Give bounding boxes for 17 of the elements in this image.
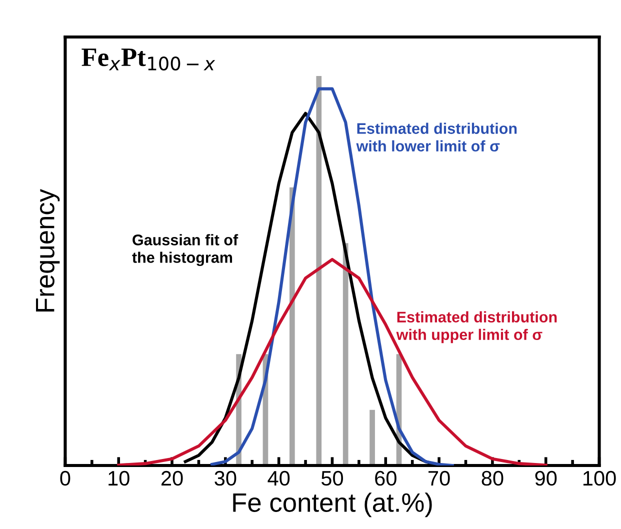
x-tick-label: 50	[321, 470, 344, 486]
x-tick-label: 0	[60, 470, 70, 486]
x-tick-label: 100	[583, 470, 616, 486]
series-label: Estimated distribution with upper limit of σ	[396, 311, 557, 344]
series-label: Gaussian fit of the histogram	[132, 234, 238, 266]
x-tick-label: 30	[214, 470, 236, 486]
chart-title: Fe$_{x}$Pt$_{100−x}$	[82, 48, 216, 71]
x-tick-label: 90	[535, 470, 557, 486]
x-tick-label: 70	[428, 470, 450, 486]
x-tick-label: 80	[482, 470, 504, 486]
x-tick-label: 60	[375, 470, 396, 486]
x-axis-title: Fe content (at.%)	[233, 492, 432, 518]
y-axis-title: Frequency	[36, 188, 60, 312]
x-tick-label: 20	[161, 470, 183, 486]
series-label: Estimated distribution with lower limit of σ	[356, 122, 517, 152]
x-tick-label: 40	[268, 470, 290, 486]
x-tick-label: 10	[108, 470, 130, 486]
